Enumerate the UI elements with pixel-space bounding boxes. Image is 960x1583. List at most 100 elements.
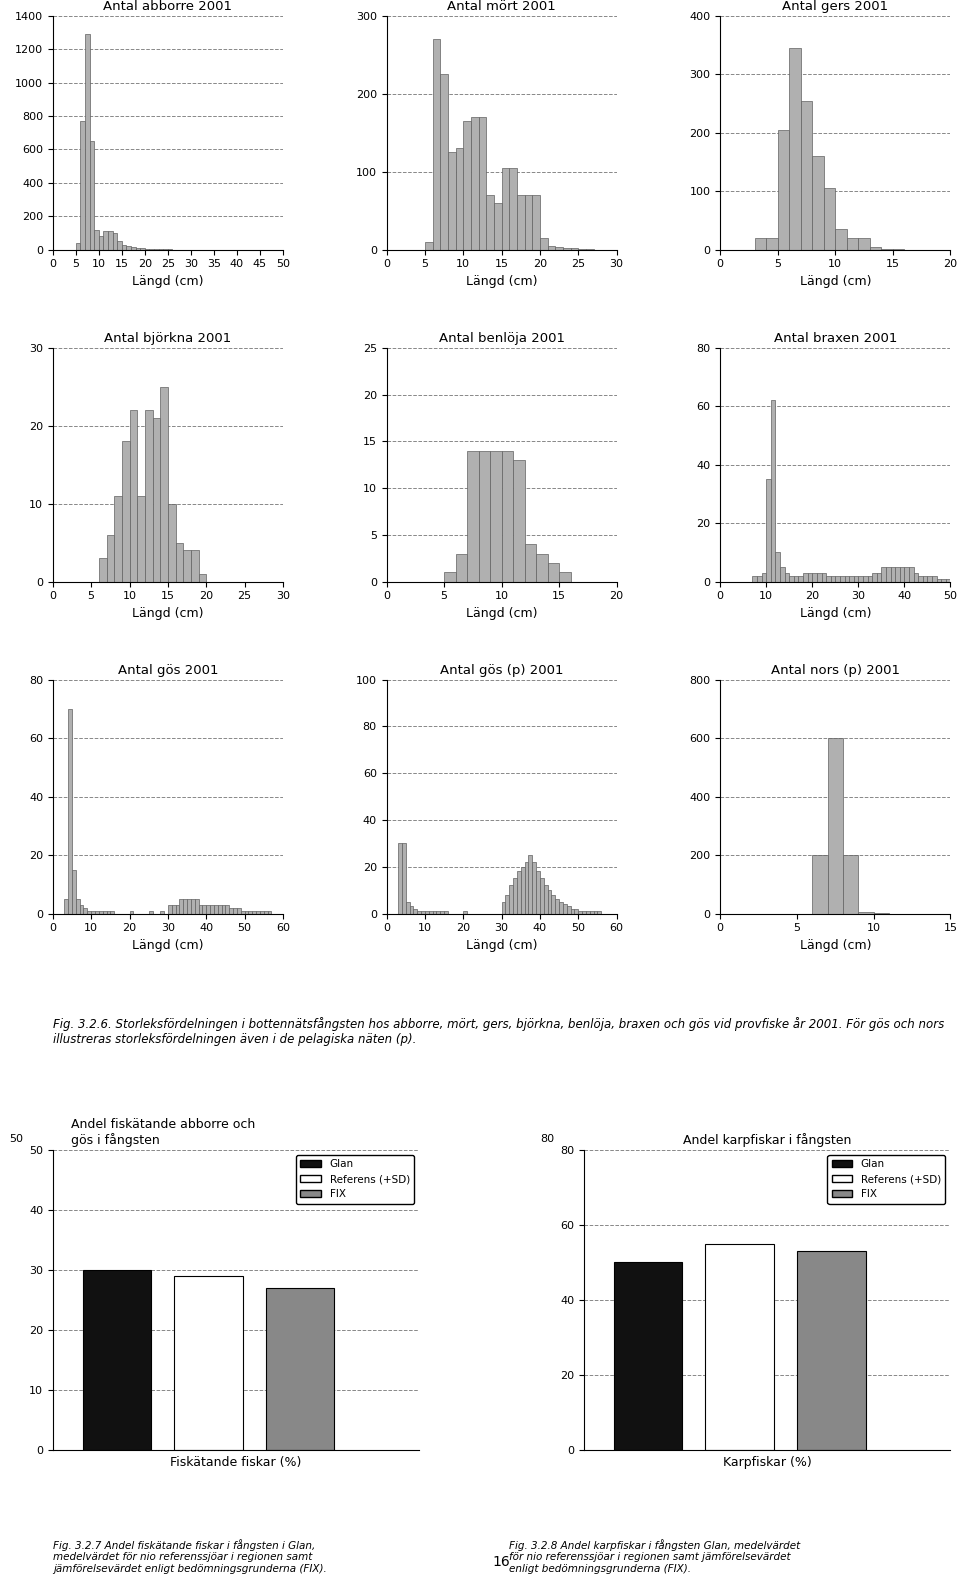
Bar (491, 451, 501, 581)
Bar (570, 909, 574, 913)
Bar (918, 576, 923, 581)
Bar (532, 195, 540, 250)
Bar (218, 905, 222, 913)
Bar (103, 910, 107, 913)
Bar (433, 40, 441, 250)
Bar (914, 573, 918, 581)
Bar (245, 910, 249, 913)
Bar (94, 230, 99, 250)
Bar (268, 910, 272, 913)
Bar (132, 247, 135, 250)
Bar (76, 899, 80, 913)
Bar (444, 573, 456, 581)
Bar (784, 573, 789, 581)
Bar (429, 912, 433, 913)
Bar (206, 905, 210, 913)
X-axis label: Karpfiskar (%): Karpfiskar (%) (723, 1456, 811, 1469)
X-axis label: Längd (cm): Längd (cm) (132, 606, 204, 621)
Bar (532, 863, 536, 913)
Bar (589, 912, 593, 913)
Bar (757, 576, 761, 581)
Bar (479, 451, 491, 581)
Bar (437, 912, 441, 913)
Bar (229, 907, 233, 913)
Bar (89, 141, 94, 250)
Bar (868, 576, 872, 581)
Bar (932, 576, 937, 581)
X-axis label: Fiskätande fiskar (%): Fiskätande fiskar (%) (170, 1456, 301, 1469)
Bar (183, 551, 191, 581)
Bar (835, 576, 840, 581)
Bar (418, 912, 421, 913)
Bar (84, 907, 87, 913)
Text: Fig. 3.2.8 Andel karpfiskar i fångsten Glan, medelvärdet
för nio referenssjöar i: Fig. 3.2.8 Andel karpfiskar i fångsten G… (509, 1539, 800, 1574)
Bar (895, 567, 900, 581)
Bar (804, 573, 807, 581)
Bar (112, 233, 117, 250)
Bar (85, 35, 89, 250)
Bar (509, 168, 516, 250)
Bar (613, 1262, 683, 1450)
Legend: Glan, Referens (+SD), FIX: Glan, Referens (+SD), FIX (828, 1156, 946, 1203)
X-axis label: Längd (cm): Längd (cm) (132, 275, 204, 288)
Bar (76, 244, 81, 250)
Bar (858, 237, 870, 250)
Title: Antal benlöja 2001: Antal benlöja 2001 (439, 332, 564, 345)
Bar (414, 909, 418, 913)
Bar (153, 418, 160, 581)
Bar (817, 573, 822, 581)
X-axis label: Längd (cm): Längd (cm) (800, 939, 871, 951)
Bar (168, 905, 172, 913)
Bar (513, 461, 524, 581)
Bar (241, 910, 245, 913)
Bar (776, 552, 780, 581)
Bar (501, 168, 509, 250)
Bar (145, 410, 153, 581)
Title: Antal abborre 2001: Antal abborre 2001 (104, 0, 232, 13)
Bar (191, 551, 199, 581)
Bar (706, 1244, 774, 1450)
Bar (780, 567, 784, 581)
Bar (479, 117, 487, 250)
Bar (547, 245, 555, 250)
Bar (870, 247, 881, 250)
Bar (801, 101, 812, 250)
Legend: Glan, Referens (+SD), FIX: Glan, Referens (+SD), FIX (297, 1156, 414, 1203)
Bar (753, 576, 757, 581)
Bar (203, 905, 206, 913)
Bar (183, 899, 187, 913)
Bar (99, 910, 103, 913)
Bar (891, 567, 895, 581)
Bar (135, 249, 140, 250)
Bar (555, 247, 563, 250)
Bar (789, 576, 794, 581)
Bar (881, 567, 886, 581)
Text: 50: 50 (9, 1133, 23, 1143)
Bar (524, 863, 528, 913)
Bar (441, 74, 448, 250)
Bar (543, 885, 547, 913)
X-axis label: Längd (cm): Längd (cm) (466, 606, 538, 621)
Bar (176, 543, 183, 581)
Bar (226, 905, 229, 913)
Bar (582, 912, 586, 913)
X-axis label: Längd (cm): Längd (cm) (800, 275, 871, 288)
X-axis label: Längd (cm): Längd (cm) (800, 606, 871, 621)
Bar (468, 451, 479, 581)
Bar (68, 709, 72, 913)
Bar (114, 495, 122, 581)
Bar (551, 894, 555, 913)
Bar (421, 912, 425, 913)
Bar (593, 912, 597, 913)
Bar (464, 912, 468, 913)
Bar (547, 890, 551, 913)
Bar (456, 149, 464, 250)
Bar (425, 242, 433, 250)
Bar (425, 912, 429, 913)
Bar (441, 912, 444, 913)
Bar (797, 1251, 866, 1450)
Bar (501, 902, 505, 913)
Bar (812, 157, 824, 250)
Bar (524, 545, 536, 581)
Text: Fig. 3.2.6. Storleksfördelningen i bottennätsfångsten hos abborre, mört, gers, b: Fig. 3.2.6. Storleksfördelningen i botte… (53, 1018, 944, 1046)
